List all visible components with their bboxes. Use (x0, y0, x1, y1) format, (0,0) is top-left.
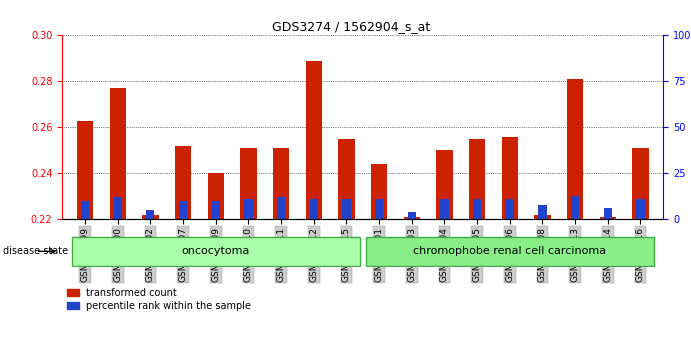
Bar (175, 146, 191, 219)
Bar (342, 199, 350, 219)
Text: chromophobe renal cell carcinoma: chromophobe renal cell carcinoma (413, 246, 607, 256)
Bar (440, 199, 448, 219)
Bar (273, 148, 290, 219)
Bar (142, 215, 158, 219)
Bar (604, 209, 612, 219)
Bar (571, 195, 579, 219)
FancyBboxPatch shape (366, 237, 654, 266)
Bar (113, 198, 122, 219)
Bar (179, 201, 187, 219)
Bar (371, 164, 387, 219)
Bar (375, 199, 384, 219)
Bar (81, 201, 89, 219)
Bar (408, 212, 416, 219)
Bar (534, 215, 551, 219)
Bar (567, 79, 583, 219)
Bar (245, 199, 252, 219)
Bar (77, 121, 93, 219)
Bar (146, 210, 155, 219)
Bar (473, 199, 481, 219)
Text: disease state: disease state (3, 246, 68, 256)
FancyBboxPatch shape (72, 237, 359, 266)
Title: GDS3274 / 1562904_s_at: GDS3274 / 1562904_s_at (272, 20, 430, 33)
Bar (240, 148, 256, 219)
Bar (310, 199, 318, 219)
Bar (469, 139, 485, 219)
Legend: transformed count, percentile rank within the sample: transformed count, percentile rank withi… (67, 288, 252, 311)
Bar (207, 173, 224, 219)
Bar (636, 199, 645, 219)
Bar (110, 88, 126, 219)
Bar (211, 201, 220, 219)
Bar (436, 150, 453, 219)
Bar (339, 139, 354, 219)
Bar (502, 137, 518, 219)
Bar (305, 61, 322, 219)
Text: oncocytoma: oncocytoma (182, 246, 250, 256)
Bar (506, 199, 514, 219)
Bar (632, 148, 649, 219)
Bar (538, 205, 547, 219)
Bar (277, 198, 285, 219)
Bar (404, 217, 420, 219)
Bar (600, 217, 616, 219)
